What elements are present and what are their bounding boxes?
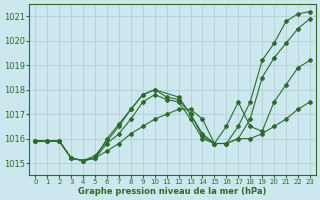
X-axis label: Graphe pression niveau de la mer (hPa): Graphe pression niveau de la mer (hPa) — [78, 187, 267, 196]
